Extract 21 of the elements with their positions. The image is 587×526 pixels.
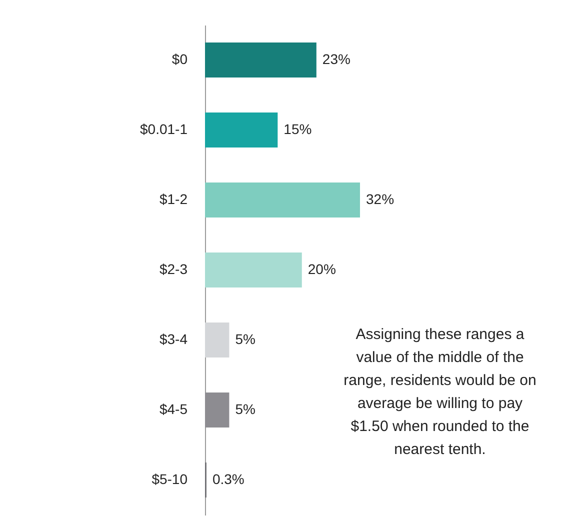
bar [205,392,230,428]
bar [205,182,360,218]
y-tick-label: $0.01-1 [140,121,188,137]
data-label: 23% [322,51,350,67]
bar [205,112,278,148]
data-label: 20% [308,261,336,277]
data-label: 5% [235,401,256,417]
y-tick-label: $0 [172,51,188,67]
data-label: 0.3% [212,471,244,487]
y-tick-label: $5-10 [152,471,188,487]
bar [205,322,230,358]
data-label: 15% [284,121,312,137]
y-tick-label: $1-2 [159,191,188,207]
bar [205,252,302,288]
y-tick-label: $2-3 [159,261,188,277]
y-tick-label: $4-5 [159,401,188,417]
bar [205,42,316,78]
annotation: Assigning these ranges a value of the middle of the range, residents would be on average be willing to pay $1.50 when rounded to the nearest tenth. [342,325,538,460]
data-label: 5% [235,331,256,347]
data-label: 32% [366,191,394,207]
y-tick-label: $3-4 [159,331,188,347]
